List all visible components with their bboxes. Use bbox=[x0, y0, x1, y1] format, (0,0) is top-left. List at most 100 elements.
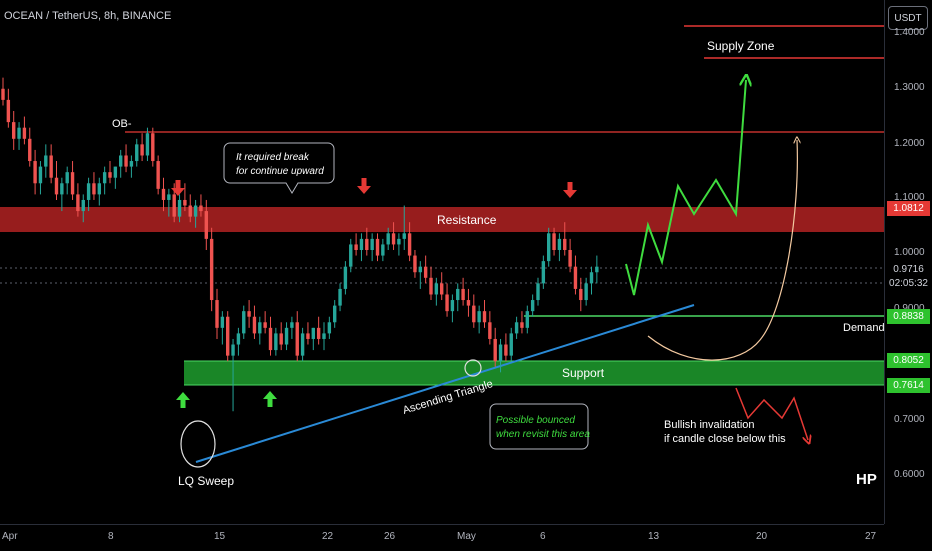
candle-body bbox=[140, 144, 144, 156]
candle-body bbox=[365, 238, 369, 250]
bull-projection-path bbox=[625, 80, 746, 296]
time-tick: 8 bbox=[108, 531, 114, 542]
price-tick: 0.9000 bbox=[894, 303, 925, 314]
candle-body bbox=[76, 194, 80, 212]
resistance-price-badge: 1.0812 bbox=[887, 201, 930, 216]
candle-body bbox=[193, 205, 198, 217]
candle-body bbox=[343, 266, 348, 289]
candles-group bbox=[1, 77, 599, 412]
candle-body bbox=[172, 194, 176, 217]
candle-body bbox=[498, 344, 503, 362]
candle-body bbox=[220, 316, 225, 328]
callout-bounce-line2: when revisit this area bbox=[496, 429, 590, 440]
ob-label: OB- bbox=[112, 118, 132, 130]
candle-body bbox=[70, 172, 75, 195]
time-tick: Apr bbox=[2, 531, 18, 542]
support-label: Support bbox=[562, 366, 605, 380]
candle-body bbox=[54, 177, 59, 195]
candle-body bbox=[86, 183, 91, 200]
candle-body bbox=[579, 288, 583, 301]
down-arrow-icon bbox=[357, 178, 371, 194]
countdown-badge: 02:05:32 bbox=[887, 276, 930, 291]
candle-body bbox=[161, 188, 166, 200]
candle-body bbox=[450, 300, 455, 312]
candle-body bbox=[247, 311, 251, 317]
candle-body bbox=[209, 238, 214, 301]
candle-body bbox=[28, 138, 32, 162]
candle-body bbox=[279, 333, 283, 345]
candle-body bbox=[124, 155, 128, 167]
candle-body bbox=[584, 283, 588, 301]
candle-body bbox=[22, 127, 27, 139]
support-bottom-price-badge: 0.7614 bbox=[887, 378, 930, 393]
candle-body bbox=[252, 316, 257, 334]
up-arrow-icon bbox=[263, 391, 277, 407]
candle-body bbox=[456, 288, 460, 301]
watermark-hp: HP bbox=[856, 471, 877, 488]
lq-sweep-label: LQ Sweep bbox=[178, 474, 234, 488]
price-tick: 1.2000 bbox=[894, 138, 925, 149]
price-tick: 1.3000 bbox=[894, 82, 925, 93]
demand-price-badge: 0.8838 bbox=[887, 309, 930, 324]
candle-body bbox=[81, 199, 85, 212]
candle-body bbox=[226, 316, 230, 356]
candle-body bbox=[231, 344, 235, 356]
candle-body bbox=[44, 155, 48, 167]
symbol-title[interactable]: OCEAN / TetherUS, 8h, BINANCE bbox=[4, 10, 172, 22]
candle-body bbox=[461, 288, 465, 301]
candle-body bbox=[552, 233, 556, 250]
candle-body bbox=[242, 311, 246, 334]
candle-body bbox=[504, 344, 508, 356]
candle-body bbox=[568, 250, 572, 267]
candle-body bbox=[49, 155, 53, 178]
price-tick: 1.0000 bbox=[894, 247, 925, 258]
candle-body bbox=[595, 266, 599, 273]
candle-body bbox=[413, 255, 417, 273]
candle-body bbox=[563, 238, 567, 250]
currency-button[interactable]: USDT bbox=[888, 6, 928, 30]
candle-body bbox=[65, 172, 69, 184]
candle-body bbox=[423, 266, 428, 278]
candle-body bbox=[381, 244, 385, 256]
candle-body bbox=[402, 233, 406, 239]
candle-body bbox=[177, 199, 182, 217]
candle-body bbox=[113, 166, 118, 178]
candle-body bbox=[391, 233, 396, 245]
candle-body bbox=[386, 233, 390, 245]
candle-body bbox=[525, 311, 529, 328]
candle-body bbox=[530, 300, 535, 312]
rounded-bottom-arc bbox=[647, 140, 797, 361]
callout-break-line1: It required break bbox=[236, 152, 310, 163]
candle-body bbox=[199, 205, 203, 212]
candle-body bbox=[509, 333, 513, 356]
demand-label: Demand bbox=[843, 322, 885, 334]
candle-body bbox=[188, 205, 192, 217]
candle-body bbox=[407, 233, 412, 256]
candle-body bbox=[536, 283, 540, 301]
candle-body bbox=[295, 322, 299, 356]
candle-body bbox=[493, 338, 497, 362]
candle-body bbox=[263, 322, 267, 328]
candle-body bbox=[236, 333, 241, 345]
candle-body bbox=[258, 322, 262, 334]
support-top-price-badge: 0.8052 bbox=[887, 353, 930, 368]
candle-body bbox=[167, 194, 171, 200]
candle-body bbox=[434, 283, 439, 295]
candle-body bbox=[557, 238, 562, 250]
candle-body bbox=[290, 322, 294, 328]
candle-body bbox=[477, 311, 481, 323]
candle-body bbox=[102, 172, 107, 184]
candle-body bbox=[418, 266, 422, 273]
callout-break-line2: for continue upward bbox=[236, 166, 324, 177]
time-tick: 20 bbox=[756, 531, 768, 542]
candle-body bbox=[472, 305, 476, 323]
candle-body bbox=[440, 283, 444, 295]
candle-body bbox=[215, 300, 219, 328]
down-arrow-icon bbox=[171, 180, 185, 196]
candle-body bbox=[17, 127, 21, 139]
candle-body bbox=[151, 133, 155, 162]
invalidation-line1: Bullish invalidation bbox=[664, 419, 755, 431]
price-tick: 1.4000 bbox=[894, 27, 925, 38]
time-axis[interactable] bbox=[0, 524, 884, 551]
